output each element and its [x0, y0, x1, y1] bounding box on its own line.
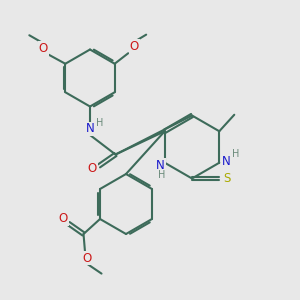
Text: N: N	[156, 159, 165, 172]
Text: O: O	[39, 42, 48, 55]
Text: O: O	[58, 212, 68, 225]
Text: N: N	[85, 122, 94, 136]
Text: O: O	[82, 251, 91, 265]
Text: H: H	[96, 118, 103, 128]
Text: H: H	[158, 170, 165, 180]
Text: S: S	[223, 172, 230, 185]
Text: N: N	[221, 155, 230, 168]
Text: O: O	[88, 162, 97, 176]
Text: H: H	[232, 149, 239, 159]
Text: O: O	[130, 40, 139, 53]
